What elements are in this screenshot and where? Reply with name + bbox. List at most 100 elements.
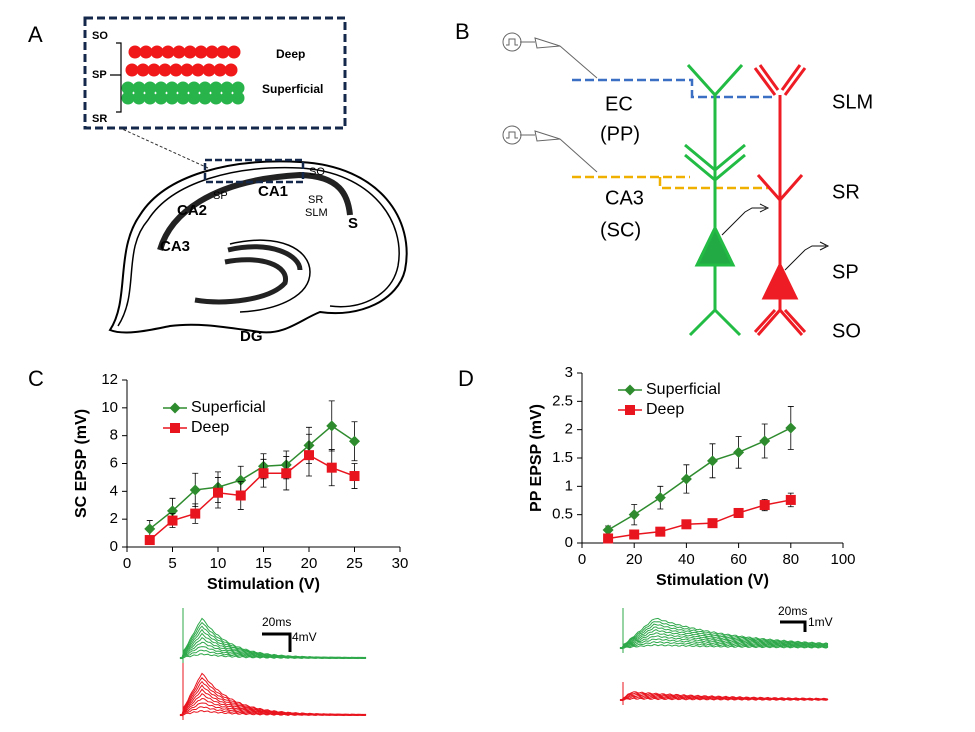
traces xyxy=(179,608,829,720)
cell xyxy=(158,63,172,77)
region-label: S xyxy=(348,215,358,232)
panel-label: C xyxy=(28,366,44,391)
pathway-label: CA3 xyxy=(605,187,644,209)
inset xyxy=(83,16,347,169)
x-axis-label: Stimulation (V) xyxy=(207,576,320,593)
point xyxy=(190,508,201,519)
panel-label: D xyxy=(458,366,474,391)
x-tick-label: 20 xyxy=(626,551,643,568)
point xyxy=(144,535,155,546)
trace xyxy=(619,626,829,649)
point xyxy=(304,450,314,461)
cell xyxy=(180,63,194,77)
legend-label: Deep xyxy=(646,401,684,418)
trace xyxy=(619,692,829,701)
point xyxy=(167,515,178,526)
point xyxy=(707,518,718,529)
x-tick-label: 0 xyxy=(578,551,586,568)
trace xyxy=(179,672,367,717)
point xyxy=(326,462,337,473)
region-label: SR xyxy=(308,194,323,206)
cell xyxy=(187,91,201,105)
region-label: CA1 xyxy=(258,183,288,200)
y-axis-label: SC EPSP (mV) xyxy=(73,409,90,518)
cell xyxy=(227,45,241,59)
series-line xyxy=(149,424,355,530)
region-label: CA2 xyxy=(177,202,207,219)
y-tick-label: 4 xyxy=(110,482,118,499)
point xyxy=(785,494,796,505)
x-tick-label: 80 xyxy=(782,551,799,568)
cell xyxy=(136,63,150,77)
trace xyxy=(620,629,828,649)
scale-label: 20ms xyxy=(262,615,291,629)
trace xyxy=(179,617,367,660)
x-tick-label: 0 xyxy=(123,555,131,572)
scale-bar xyxy=(262,620,807,652)
point xyxy=(733,507,744,518)
cell xyxy=(147,63,161,77)
y-tick-label: 8 xyxy=(110,427,118,444)
x-tick-label: 40 xyxy=(678,551,695,568)
trace xyxy=(619,635,829,650)
cell xyxy=(220,91,234,105)
point xyxy=(785,422,797,434)
point xyxy=(602,524,614,536)
region-label: DG xyxy=(240,328,263,345)
legend-marker xyxy=(624,384,636,396)
point xyxy=(681,519,692,530)
legend-label: Superficial xyxy=(646,381,721,398)
point xyxy=(235,474,247,486)
point xyxy=(213,487,223,498)
point xyxy=(235,490,246,501)
cell-label: Superficial xyxy=(262,82,323,96)
x-tick-label: 30 xyxy=(392,555,409,572)
pathway-label: (SC) xyxy=(600,219,641,241)
cell xyxy=(231,91,245,105)
cell xyxy=(165,91,179,105)
trace xyxy=(619,643,829,649)
point xyxy=(654,492,666,504)
point xyxy=(629,529,640,540)
trace xyxy=(619,632,829,649)
cell xyxy=(187,81,201,95)
cell xyxy=(132,91,146,105)
point xyxy=(189,484,201,496)
legend-marker xyxy=(170,423,180,433)
point xyxy=(655,526,666,537)
y-tick-label: 0 xyxy=(110,538,118,555)
y-tick-label: 3 xyxy=(565,364,573,381)
cell xyxy=(209,91,223,105)
cell xyxy=(220,81,234,95)
region-label: SLM xyxy=(305,207,328,219)
cell xyxy=(216,45,230,59)
cell xyxy=(198,91,212,105)
panel-label: A xyxy=(28,22,43,47)
series-line xyxy=(149,454,355,541)
cell xyxy=(161,45,175,59)
x-tick-label: 100 xyxy=(830,551,855,568)
point xyxy=(258,468,269,479)
cell xyxy=(169,63,183,77)
cell xyxy=(128,45,142,59)
layer-label: SR xyxy=(832,181,860,203)
cell xyxy=(198,81,212,95)
trace xyxy=(619,617,829,650)
pathway-label: (PP) xyxy=(600,123,640,145)
trace xyxy=(620,691,828,701)
y-tick-label: 10 xyxy=(101,399,118,416)
x-tick-label: 60 xyxy=(730,551,747,568)
point xyxy=(680,473,692,485)
legend-label: Deep xyxy=(191,419,229,436)
y-tick-label: 6 xyxy=(110,454,118,471)
cell xyxy=(132,81,146,95)
cell xyxy=(224,63,238,77)
region-label: CA3 xyxy=(160,238,190,255)
cell xyxy=(176,91,190,105)
panel-label: B xyxy=(455,19,470,44)
point xyxy=(349,435,360,447)
layer-label: SLM xyxy=(832,91,873,113)
point xyxy=(326,420,338,432)
x-tick-label: 10 xyxy=(210,555,227,572)
point xyxy=(603,533,614,544)
